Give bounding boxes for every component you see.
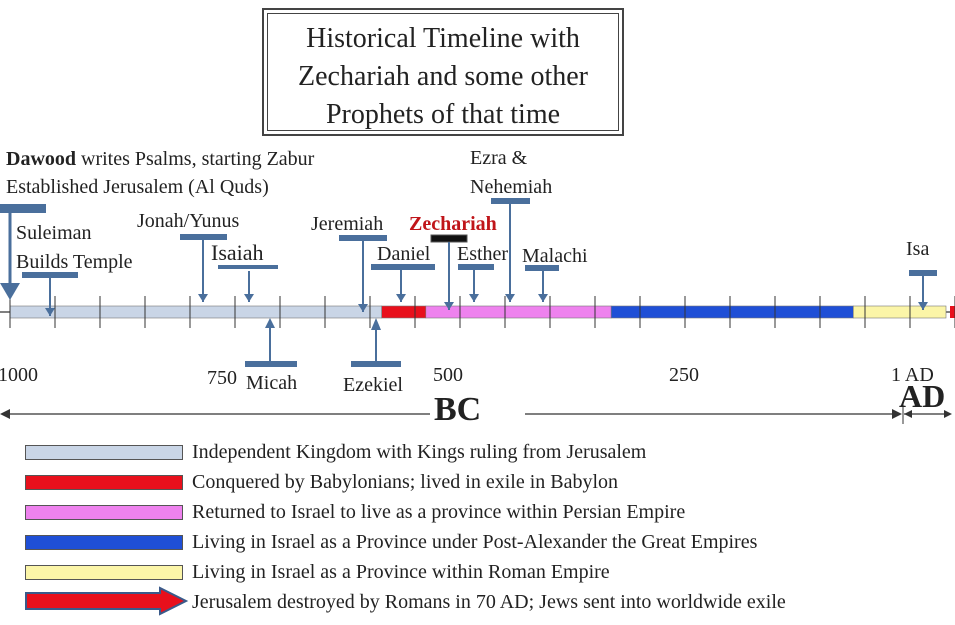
legend-swatch-3 [25, 535, 183, 550]
legend-swatch-4 [25, 565, 183, 580]
jonah-label: Jonah/Yunus [137, 210, 240, 232]
tick-label-1000: 1000 [0, 364, 38, 386]
ezra-label-1: Ezra & [470, 147, 528, 169]
title-line-1: Historical Timeline with [306, 23, 580, 54]
suleiman-marker-arrowhead [45, 308, 55, 316]
suleiman-label-2: Builds Temple [16, 251, 133, 273]
dawood-rest: writes Psalms, starting Zabur [76, 148, 315, 170]
isa-marker-bar [909, 270, 937, 276]
dawood-name: Dawood [6, 148, 77, 170]
isaiah-marker-bar [218, 265, 278, 269]
daniel-label: Daniel [377, 243, 431, 265]
zechariah-label: Zechariah [409, 213, 497, 235]
period-segment-exile-stub [950, 306, 955, 318]
micah-marker-arrowhead [265, 318, 275, 328]
esther-marker-arrowhead [469, 294, 479, 302]
suleiman-label-1: Suleiman [16, 222, 92, 244]
isa-label: Isa [906, 238, 930, 260]
period-segment-4 [852, 305, 947, 319]
legend-text-5: Jerusalem destroyed by Romans in 70 AD; … [192, 591, 786, 613]
daniel-marker-arrowhead [396, 294, 406, 302]
title-text: Historical Timeline with Zechariah and s… [264, 10, 622, 134]
ezekiel-marker-arrowhead [371, 318, 381, 330]
malachi-marker-arrowhead [538, 294, 548, 302]
daniel-marker-bar [371, 264, 435, 270]
period-segment-2 [425, 305, 612, 319]
jonah-marker-bar [180, 234, 227, 240]
esther-marker-bar [458, 264, 494, 270]
tick-label-500: 500 [433, 364, 463, 386]
jerusalem-label: Established Jerusalem (Al Quds) [6, 176, 269, 198]
ezekiel-marker-bar [351, 361, 401, 367]
legend-arrow-5 [25, 586, 189, 616]
jeremiah-label: Jeremiah [311, 213, 384, 235]
tick-label-750: 750 [207, 367, 237, 389]
legend-text-0: Independent Kingdom with Kings ruling fr… [192, 441, 647, 463]
title-line-3: Prophets of that time [325, 99, 561, 130]
ezra-marker-arrowhead [505, 294, 515, 302]
malachi-marker-bar [525, 265, 559, 271]
tick-label-1ad: 1 AD [891, 364, 934, 386]
dawood-marker-arrowhead [0, 283, 20, 300]
legend-text-2: Returned to Israel to live as a province… [192, 501, 686, 523]
legend-swatch-1 [25, 475, 183, 490]
title-line-2: Zechariah and some other [298, 61, 588, 92]
jeremiah-marker-bar [339, 235, 387, 241]
esther-label: Esther [457, 243, 509, 265]
micah-marker-bar [245, 361, 297, 367]
legend-swatch-0 [25, 445, 183, 460]
bc-label: BC [434, 391, 482, 428]
bc-span-arrowhead-right [892, 409, 902, 419]
ad-span-arrowhead-left [904, 410, 912, 418]
period-segment-0 [9, 305, 383, 319]
jonah-marker-arrowhead [198, 294, 208, 302]
dawood-marker-bar [0, 204, 46, 213]
jeremiah-marker-arrowhead [358, 304, 368, 312]
period-segment-3 [610, 305, 854, 319]
legend-swatch-2 [25, 505, 183, 520]
zechariah-marker-bar [430, 234, 468, 243]
legend-text-1: Conquered by Babylonians; lived in exile… [192, 471, 619, 493]
title-box: Historical Timeline with Zechariah and s… [262, 8, 624, 136]
isaiah-label: Isaiah [211, 240, 264, 265]
zechariah-marker-arrowhead [444, 302, 454, 310]
ad-label: AD [899, 378, 946, 414]
ezra-label-2: Nehemiah [470, 176, 553, 198]
suleiman-marker-bar [22, 272, 78, 278]
period-segment-1 [381, 305, 427, 319]
isa-marker-arrowhead [918, 302, 928, 310]
tick-label-250: 250 [669, 364, 699, 386]
dawood-label: Dawood writes Psalms, starting Zabur [6, 148, 314, 170]
bc-span-arrowhead-left [0, 409, 10, 419]
ezra-marker-bar [491, 198, 530, 204]
micah-label: Micah [246, 372, 298, 394]
legend-text-4: Living in Israel as a Province within Ro… [192, 561, 610, 583]
malachi-label: Malachi [522, 245, 588, 267]
ad-span-arrowhead-right [944, 410, 952, 418]
ezekiel-label: Ezekiel [343, 374, 403, 396]
isaiah-marker-arrowhead [244, 294, 254, 302]
legend-text-3: Living in Israel as a Province under Pos… [192, 531, 758, 553]
